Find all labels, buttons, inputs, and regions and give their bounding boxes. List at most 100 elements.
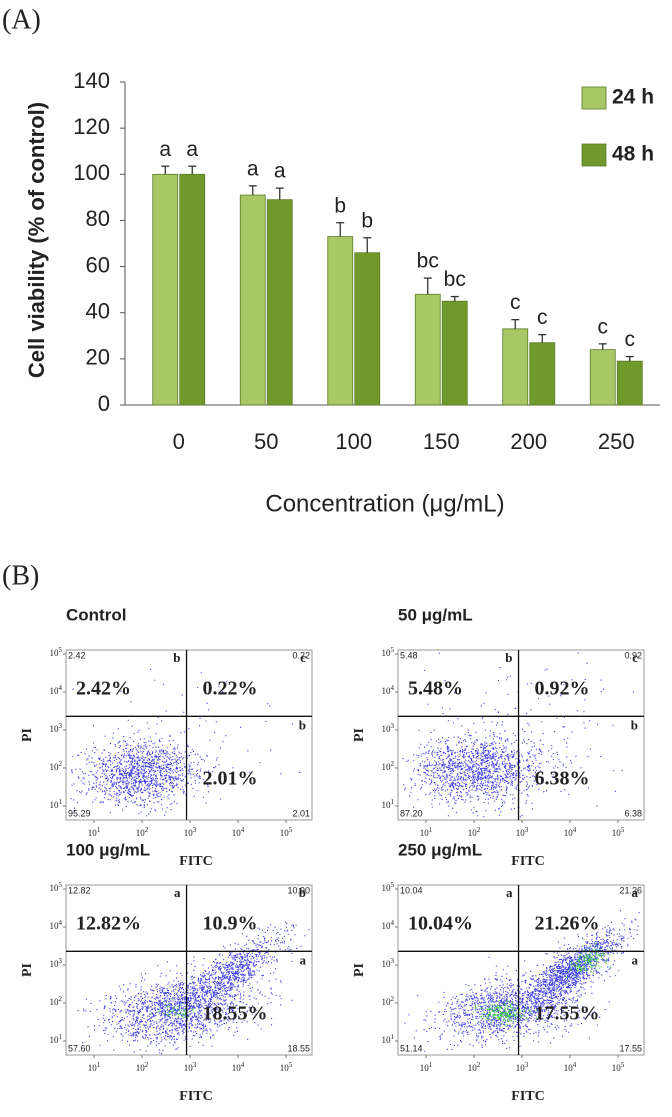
flow-plot: 250 μg/mL 10.04% 21.26% 17.55% a a a 10.04 21.26… — [352, 840, 645, 1104]
y-tick-label: 105 — [50, 646, 63, 658]
significance-letter: a — [186, 138, 198, 161]
tick-exponent: 1 — [429, 826, 433, 834]
panel-label: (A) — [2, 4, 41, 35]
tick-base: 10 — [50, 686, 60, 696]
x-tick-label: 104 — [232, 1061, 245, 1073]
x-tick-label: 101 — [88, 1061, 101, 1073]
tick-base: 10 — [516, 1063, 526, 1073]
legend-swatch — [581, 143, 607, 167]
y-tick-label: 140 — [73, 68, 110, 93]
tick-base: 10 — [136, 828, 146, 838]
y-axis-title: Cell viability (% of control) — [24, 102, 49, 378]
y-tick-label: 101 — [382, 1033, 395, 1045]
tick-exponent: 1 — [97, 826, 101, 834]
tick-base: 10 — [136, 1063, 146, 1073]
tick-base: 10 — [382, 1035, 392, 1045]
bar — [354, 252, 381, 406]
tick-exponent: 5 — [391, 881, 395, 889]
x-tick-label: 103 — [184, 1061, 197, 1073]
plot-title: Control — [66, 605, 126, 624]
quadrant-percent: 6.38% — [535, 768, 590, 790]
quadrant-percent: 18.55% — [203, 1003, 268, 1025]
y-tick-label: 103 — [50, 957, 63, 969]
quadrant-percent: 0.22% — [203, 678, 258, 700]
legend-swatch — [581, 86, 607, 110]
corner-value: 2.01 — [292, 808, 310, 818]
tick-exponent: 3 — [525, 826, 529, 834]
significance-letter: a — [247, 157, 259, 180]
x-axis-title: FITC — [179, 854, 212, 869]
tick-base: 10 — [612, 1063, 622, 1073]
tick-base: 10 — [564, 828, 574, 838]
error-bar — [161, 165, 170, 175]
tick-exponent: 3 — [391, 722, 395, 730]
tick-exponent: 4 — [391, 684, 395, 692]
quadrant-percent: 5.48% — [408, 678, 463, 700]
corner-value: 6.38 — [624, 808, 642, 818]
event-dots — [77, 921, 310, 1055]
quadrant-letter: a — [632, 952, 639, 967]
tick-base: 10 — [280, 828, 290, 838]
tick-base: 10 — [50, 959, 60, 969]
y-tick-label: 103 — [382, 722, 395, 734]
bar — [441, 300, 468, 406]
quadrant-percent: 10.9% — [203, 913, 258, 935]
tick-base: 10 — [420, 828, 430, 838]
tick-exponent: 3 — [193, 1061, 197, 1069]
tick-exponent: 1 — [59, 1033, 63, 1041]
tick-base: 10 — [382, 762, 392, 772]
quadrant-letter: c — [632, 650, 638, 665]
x-tick-label: 105 — [612, 1061, 625, 1073]
corner-value: 51.14 — [400, 1043, 423, 1053]
plot-title: 250 μg/mL — [398, 840, 482, 859]
error-bar — [538, 333, 547, 343]
y-tick-label: 102 — [50, 760, 63, 772]
x-axis-title: Concentration (μg/mL) — [265, 490, 504, 517]
corner-value: 17.55 — [619, 1043, 642, 1053]
tick-exponent: 5 — [621, 826, 625, 834]
significance-letter: bc — [444, 268, 466, 291]
x-axis-title: FITC — [511, 854, 544, 869]
tick-base: 10 — [184, 1063, 194, 1073]
y-tick-label: 60 — [86, 252, 110, 277]
x-tick-label: 102 — [136, 1061, 149, 1073]
plot-frame — [397, 884, 645, 1056]
tick-base: 10 — [50, 724, 60, 734]
tick-exponent: 3 — [59, 957, 63, 965]
y-axis-title: PI — [352, 963, 367, 977]
tick-base: 10 — [232, 1063, 242, 1073]
tick-exponent: 2 — [59, 995, 63, 1003]
tick-base: 10 — [382, 959, 392, 969]
flow-plot: 100 μg/mL 12.82% 10.9% 18.55% a b a 12.82 10.90 5… — [20, 840, 313, 1104]
tick-base: 10 — [420, 1063, 430, 1073]
y-tick-label: 102 — [382, 995, 395, 1007]
tick-exponent: 5 — [289, 826, 293, 834]
tick-exponent: 5 — [289, 1061, 293, 1069]
y-tick-label: 103 — [50, 722, 63, 734]
corner-value: 0.22 — [292, 650, 310, 660]
quadrant-percent: 2.01% — [203, 768, 258, 790]
tick-base: 10 — [382, 686, 392, 696]
tick-base: 10 — [50, 883, 60, 893]
bar — [616, 360, 643, 406]
quadrant-percent: 2.42% — [76, 678, 131, 700]
error-bar — [188, 165, 197, 175]
corner-value: 5.48 — [400, 650, 418, 660]
quadrant-letter: a — [174, 885, 181, 900]
y-tick-label: 103 — [382, 957, 395, 969]
y-tick-label: 104 — [382, 684, 395, 696]
y-tick-label: 40 — [86, 299, 110, 324]
x-tick-label: 104 — [564, 1061, 577, 1073]
tick-base: 10 — [612, 828, 622, 838]
corner-value: 2.42 — [68, 650, 86, 660]
bar — [239, 194, 266, 406]
error-bar — [423, 277, 432, 295]
tick-exponent: 4 — [573, 1061, 577, 1069]
quadrant-percent: 0.92% — [535, 678, 590, 700]
significance-letter: bc — [417, 250, 439, 273]
tick-base: 10 — [516, 828, 526, 838]
x-tick-label: 102 — [468, 1061, 481, 1073]
tick-base: 10 — [280, 1063, 290, 1073]
quadrant-letter: c — [300, 650, 306, 665]
